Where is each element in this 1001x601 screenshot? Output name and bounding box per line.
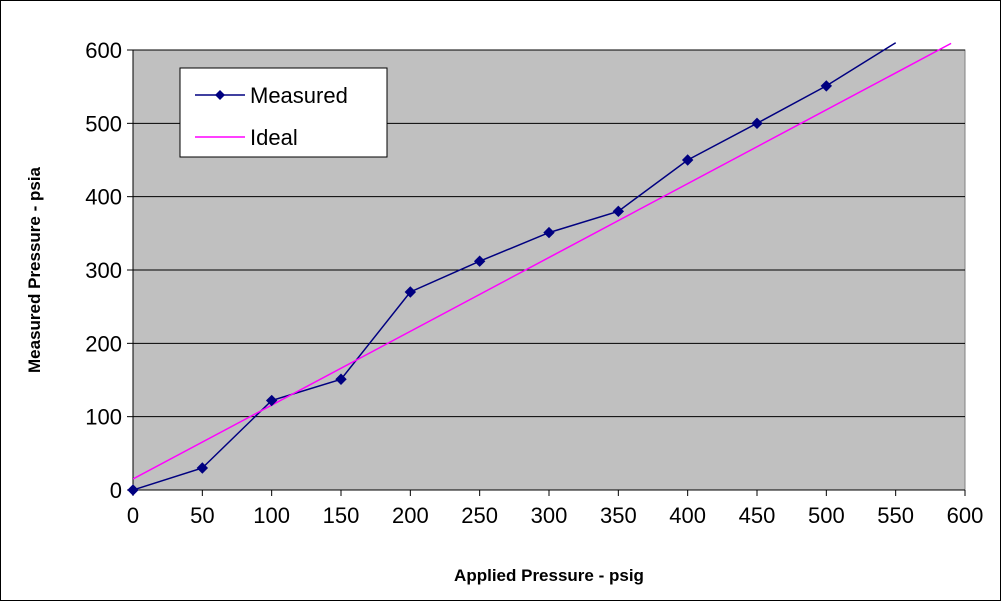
x-tick-label: 150	[323, 503, 360, 528]
y-tick-label: 300	[85, 258, 122, 283]
series-layer	[133, 42, 952, 490]
y-axis-title: Measured Pressure - psia	[25, 166, 44, 373]
x-tick-label: 500	[808, 503, 845, 528]
data-point	[612, 205, 625, 218]
data-point	[335, 373, 347, 385]
x-tick-label: 450	[739, 503, 776, 528]
legend-label: Measured	[250, 83, 348, 108]
legend: Measured Ideal	[179, 67, 388, 158]
data-point	[265, 394, 278, 407]
legend-box	[179, 67, 388, 158]
x-axis-title: Applied Pressure - psig	[454, 566, 644, 585]
data-point	[751, 117, 763, 130]
x-tick-label: 400	[669, 503, 706, 528]
data-point	[127, 484, 139, 496]
y-tick-label: 600	[85, 38, 122, 63]
x-tick-label: 600	[947, 503, 984, 528]
x-tick-label: 350	[600, 503, 637, 528]
tick-labels: 0 50 100 150 200 250 300 350 400 450 500 550 600 0 100…	[85, 38, 983, 528]
y-tick-label: 500	[85, 111, 122, 136]
y-tick-label: 200	[85, 331, 122, 356]
legend-marker	[215, 90, 225, 100]
x-tick-label: 550	[877, 503, 914, 528]
x-tick-label: 0	[127, 503, 139, 528]
data-point	[473, 255, 486, 267]
markers-layer	[127, 80, 833, 496]
data-point	[681, 154, 694, 166]
x-tick-label: 300	[531, 503, 568, 528]
data-point	[196, 462, 209, 474]
y-tick-label: 100	[85, 405, 122, 430]
x-tick-label: 100	[253, 503, 290, 528]
x-tick-label: 250	[461, 503, 498, 528]
series-line-ideal	[133, 42, 952, 480]
y-tick-label: 0	[110, 478, 122, 503]
data-point	[404, 286, 417, 298]
legend-label: Ideal	[250, 125, 298, 150]
x-tick-label: 200	[392, 503, 429, 528]
data-point	[820, 80, 833, 92]
x-tick-label: 50	[190, 503, 214, 528]
y-tick-label: 400	[85, 185, 122, 210]
data-point	[543, 226, 555, 239]
